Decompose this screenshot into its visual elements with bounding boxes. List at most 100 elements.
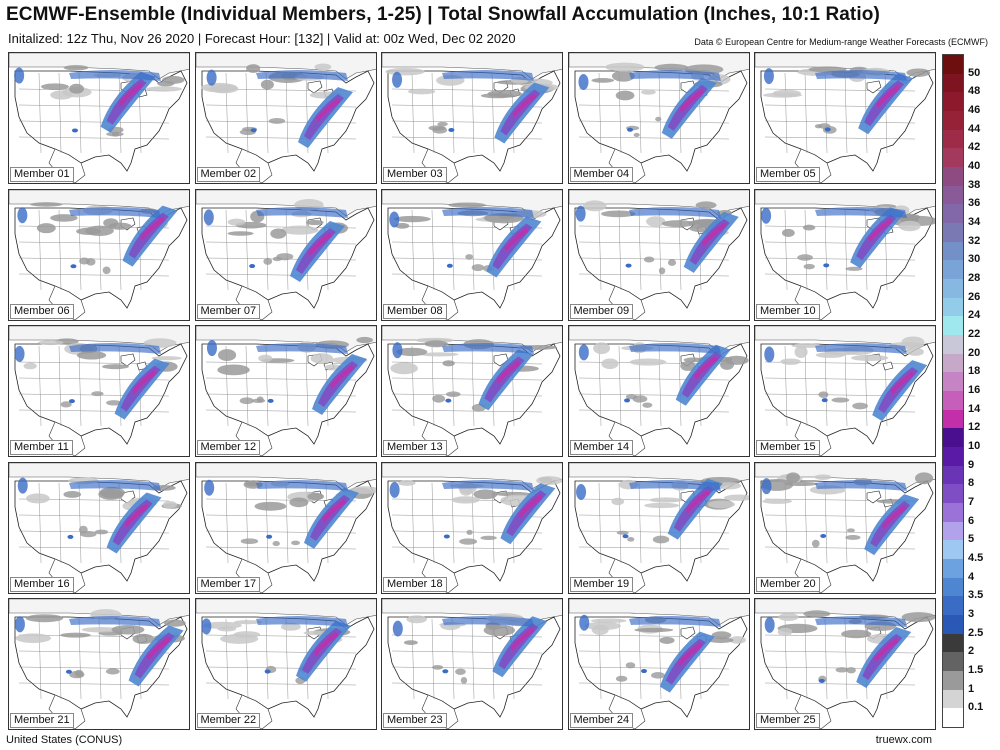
colorbar-bin (943, 241, 963, 261)
colorbar-bin (943, 521, 963, 541)
colorbar-bin (943, 409, 963, 429)
member-panel: Member 15 (754, 325, 936, 457)
member-panel: Member 01 (8, 52, 190, 184)
snowfall-map (195, 189, 376, 320)
member-panel: Member 17 (194, 461, 377, 594)
member-label: Member 07 (196, 303, 261, 319)
snowfall-map (755, 462, 935, 593)
site-credit: truewx.com (875, 734, 932, 746)
colorbar-tick-label: 3 (968, 608, 975, 620)
member-panel: Member 02 (194, 52, 377, 184)
member-panel: Member 14 (567, 325, 750, 457)
member-label: Member 23 (383, 713, 447, 728)
member-label: Member 16 (10, 576, 74, 592)
colorbar-bin (943, 484, 963, 504)
colorbar-bin (943, 540, 963, 560)
member-label: Member 19 (569, 576, 634, 592)
colorbar-tick-label: 4 (968, 570, 975, 583)
colorbar-tick-label: 2.5 (968, 626, 984, 639)
member-panel: Member 11 (8, 325, 190, 457)
snowfall-map (195, 599, 376, 729)
colorbar-bin (943, 223, 963, 243)
colorbar-tick-label: 12 (968, 421, 981, 434)
member-panel: Member 20 (754, 461, 936, 594)
member-panel: Member 08 (381, 188, 563, 321)
colorbar-tick-label: 20 (968, 346, 981, 359)
member-label: Member 09 (569, 303, 634, 319)
colorbar-bin (943, 503, 963, 523)
colorbar-tick-label: 42 (968, 141, 981, 154)
snowfall-map (195, 462, 376, 593)
snowfall-map (568, 189, 749, 320)
colorbar-bin (943, 260, 963, 280)
member-panel: Member 19 (567, 461, 750, 594)
colorbar-tick-label: 48 (968, 85, 981, 98)
page-title: ECMWF-Ensemble (Individual Members, 1-25… (6, 4, 880, 25)
member-label: Member 22 (196, 713, 261, 728)
colorbar-bin (943, 577, 963, 597)
member-panel: Member 21 (8, 598, 190, 730)
member-label: Member 03 (383, 167, 447, 182)
snowfall-map (382, 599, 562, 729)
member-panel: Member 09 (567, 188, 750, 321)
colorbar-bin (943, 615, 963, 635)
snowfall-map (382, 462, 562, 593)
member-label: Member 12 (196, 440, 261, 455)
snowfall-map (9, 326, 189, 456)
member-panel: Member 06 (8, 188, 190, 321)
member-label: Member 02 (196, 167, 261, 182)
snowfall-map (382, 326, 562, 456)
colorbar-tick-label: 34 (968, 216, 981, 228)
data-credit: Data © European Centre for Medium-range … (694, 37, 988, 47)
member-panel: Member 24 (567, 598, 750, 730)
colorbar-bin (943, 73, 963, 93)
colorbar-bin (943, 633, 963, 653)
colorbar (942, 54, 964, 728)
member-label: Member 05 (756, 167, 820, 182)
colorbar-bin (943, 428, 963, 448)
colorbar-bin (943, 148, 963, 168)
colorbar-bin (943, 671, 963, 691)
colorbar-bin (943, 353, 963, 373)
colorbar-bin (943, 316, 963, 336)
colorbar-tick-label: 1.5 (968, 664, 984, 676)
colorbar-tick-label: 46 (968, 104, 981, 116)
member-panel: Member 05 (754, 52, 936, 184)
snowfall-map (9, 599, 189, 729)
member-panel: Member 13 (381, 325, 563, 457)
colorbar-bin (943, 708, 963, 728)
snowfall-map (755, 189, 935, 320)
member-panel: Member 23 (381, 598, 563, 730)
member-label: Member 20 (756, 576, 820, 592)
member-label: Member 08 (383, 303, 447, 319)
run-info: Initalized: 12z Thu, Nov 26 2020 | Forec… (8, 31, 516, 46)
member-label: Member 21 (10, 713, 74, 728)
colorbar-tick-label: 50 (968, 66, 981, 79)
colorbar-bin (943, 559, 963, 579)
colorbar-bin (943, 129, 963, 149)
member-panel: Member 10 (754, 188, 936, 321)
member-label: Member 14 (569, 440, 634, 455)
member-label: Member 24 (569, 713, 634, 728)
colorbar-bin (943, 372, 963, 392)
member-label: Member 01 (10, 167, 74, 182)
colorbar-bin (943, 596, 963, 616)
region-label: United States (CONUS) (6, 734, 123, 746)
colorbar-bin (943, 465, 963, 485)
colorbar-bin (943, 391, 963, 411)
colorbar-tick-label: 8 (968, 477, 975, 490)
snowfall-map (9, 53, 189, 183)
member-panel: Member 04 (567, 52, 750, 184)
snowfall-map (9, 462, 189, 593)
member-panel: Member 22 (194, 598, 377, 730)
colorbar-tick-label: 26 (968, 290, 981, 303)
member-panel: Member 03 (381, 52, 563, 184)
member-panel: Member 18 (381, 461, 563, 594)
member-label: Member 10 (756, 303, 820, 319)
member-label: Member 04 (569, 167, 634, 182)
colorbar-tick-label: 1 (968, 682, 975, 695)
colorbar-tick-label: 2 (968, 645, 975, 658)
colorbar-tick-label: 7 (968, 496, 975, 508)
colorbar-tick-label: 44 (968, 122, 981, 135)
member-label: Member 11 (10, 440, 73, 455)
